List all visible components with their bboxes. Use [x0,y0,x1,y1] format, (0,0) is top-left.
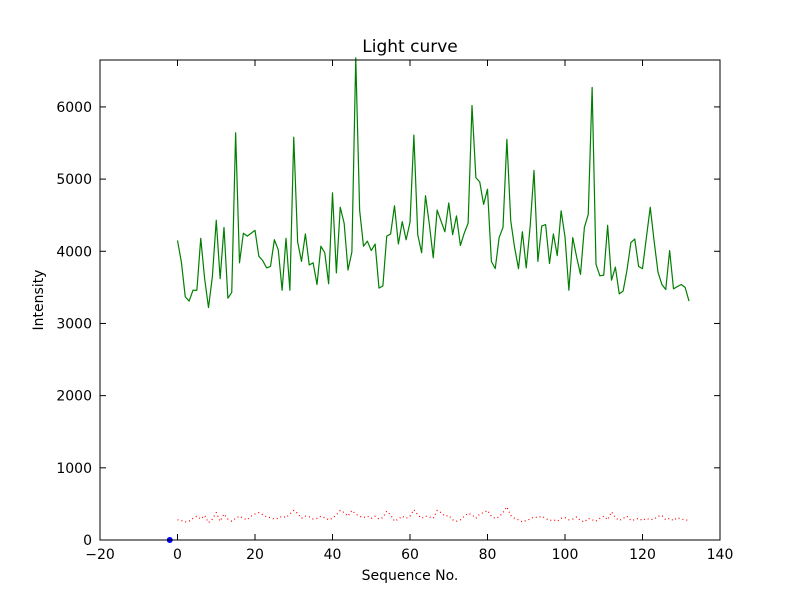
x-tick-label: 120 [629,547,656,563]
chart-title: Light curve [362,37,457,57]
x-tick-label: 20 [246,547,264,563]
plot-area: −20 0 20 40 60 80 100 120 1400100020003000400050… [56,57,734,563]
y-tick-label: 4000 [56,244,92,260]
x-tick-label: 140 [707,547,734,563]
x-tick-label: 0 [173,547,182,563]
x-tick-label: 100 [552,547,579,563]
y-tick-label: 1000 [56,461,92,477]
y-tick-label: 5000 [56,172,92,188]
series-0-line [176,57,690,309]
x-tick-label: 40 [324,547,342,563]
y-tick-label: 0 [83,533,92,549]
x-tick-label: 60 [401,547,419,563]
y-axis-title: Intensity [31,270,47,331]
x-tick-label: 80 [479,547,497,563]
x-tick-label: −20 [85,547,115,563]
y-tick-label: 3000 [56,316,92,332]
y-tick-label: 2000 [56,389,92,405]
y-tick-label: 6000 [56,100,92,116]
x-axis-title: Sequence No. [362,568,459,584]
